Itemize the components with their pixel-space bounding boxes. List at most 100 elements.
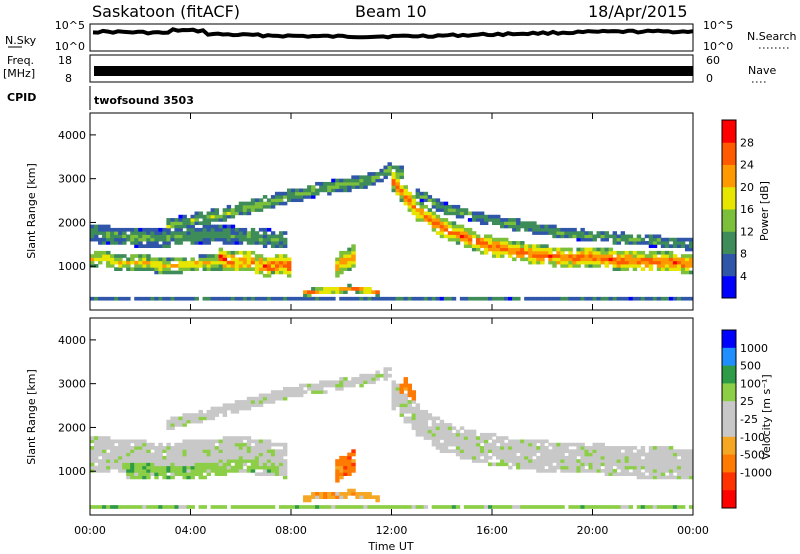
power-cell	[676, 264, 682, 268]
power-cell	[278, 201, 284, 206]
power-cell	[576, 234, 581, 239]
power-cell	[234, 296, 240, 301]
velocity-cell	[632, 455, 638, 460]
power-cell	[355, 287, 360, 291]
power-cell	[230, 267, 236, 271]
velocity-cell	[624, 455, 630, 460]
power-cell	[415, 195, 421, 199]
velocity-cell	[443, 439, 449, 444]
velocity-cell	[150, 465, 155, 470]
power-cell	[323, 290, 328, 294]
velocity-cell	[652, 469, 658, 473]
velocity-cell	[463, 432, 469, 437]
power-cell	[266, 264, 272, 268]
velocity-cell	[242, 406, 248, 411]
velocity-cell	[415, 409, 421, 414]
power-cell	[106, 254, 111, 258]
power-cell	[660, 257, 666, 262]
power-cell	[278, 257, 284, 262]
power-cell	[262, 195, 268, 199]
velocity-cell	[262, 449, 268, 454]
power-cell	[250, 237, 256, 242]
power-cell	[568, 231, 573, 235]
velocity-cell	[122, 449, 127, 454]
power-cell	[628, 241, 634, 245]
power-cell	[226, 204, 232, 209]
velocity-cell	[254, 439, 260, 444]
power-cell	[395, 175, 400, 180]
power-cell	[636, 264, 642, 268]
power-cell	[138, 257, 143, 262]
velocity-cell	[130, 455, 135, 460]
power-cell	[447, 224, 453, 229]
power-cell	[110, 254, 115, 258]
power-cell	[524, 250, 529, 255]
velocity-cell	[295, 505, 300, 509]
velocity-cell	[254, 449, 260, 454]
power-cell	[688, 264, 694, 268]
power-cell	[274, 267, 280, 271]
power-cell	[439, 201, 445, 206]
power-cell	[303, 290, 308, 294]
power-cell	[620, 257, 626, 262]
velocity-cell	[319, 390, 324, 394]
velocity-cell	[174, 455, 179, 460]
power-cell	[548, 254, 553, 258]
velocity-cell	[351, 452, 356, 457]
power-cell	[222, 214, 228, 219]
velocity-cell	[222, 472, 228, 476]
velocity-cell	[202, 459, 207, 463]
velocity-cell	[90, 465, 95, 470]
nave-tick-top: 60	[706, 54, 720, 67]
velocity-cell	[548, 462, 553, 467]
power-cell	[580, 227, 585, 232]
power-cell	[451, 231, 457, 235]
velocity-cell	[186, 469, 191, 473]
power-cell	[258, 257, 264, 262]
velocity-cell	[299, 393, 304, 398]
power-cell	[94, 237, 99, 242]
velocity-cell	[455, 449, 461, 454]
power-cell	[282, 195, 288, 199]
velocity-cell	[222, 462, 228, 467]
power-cell	[463, 237, 469, 242]
velocity-cell	[407, 505, 412, 509]
velocity-cell	[94, 439, 99, 444]
power-cell	[672, 260, 678, 265]
power-cell	[371, 181, 376, 186]
power-cell	[178, 221, 183, 226]
velocity-cell	[516, 442, 521, 447]
power-cell	[246, 208, 252, 212]
power-cell	[126, 267, 131, 271]
power-cell	[415, 214, 421, 219]
power-cell	[335, 270, 340, 275]
nave-label: Nave	[748, 64, 776, 77]
velocity-cell	[652, 465, 658, 470]
velocity-cell	[584, 469, 589, 473]
power-cell	[447, 237, 453, 242]
velocity-cell	[222, 439, 228, 444]
power-cell	[616, 234, 622, 239]
power-cell	[660, 264, 666, 268]
power-cell	[339, 181, 344, 186]
velocity-cell	[524, 455, 529, 460]
velocity-cell	[455, 432, 461, 437]
power-cell	[640, 250, 646, 255]
power-cell	[130, 254, 135, 258]
velocity-cell	[628, 455, 634, 460]
velocity-cell	[218, 439, 224, 444]
power-cell	[174, 234, 179, 239]
power-cell	[415, 188, 421, 193]
power-cell	[110, 231, 115, 235]
velocity-cell	[351, 383, 356, 388]
velocity-cell	[504, 452, 509, 457]
power-cell	[399, 191, 404, 196]
power-cell	[315, 287, 320, 291]
power-cell	[407, 191, 412, 196]
power-cell	[648, 264, 654, 268]
power-cell	[660, 250, 666, 255]
power-cell	[335, 267, 340, 271]
power-cell	[110, 241, 115, 245]
velocity-cell	[540, 449, 545, 454]
velocity-cell	[628, 452, 634, 457]
